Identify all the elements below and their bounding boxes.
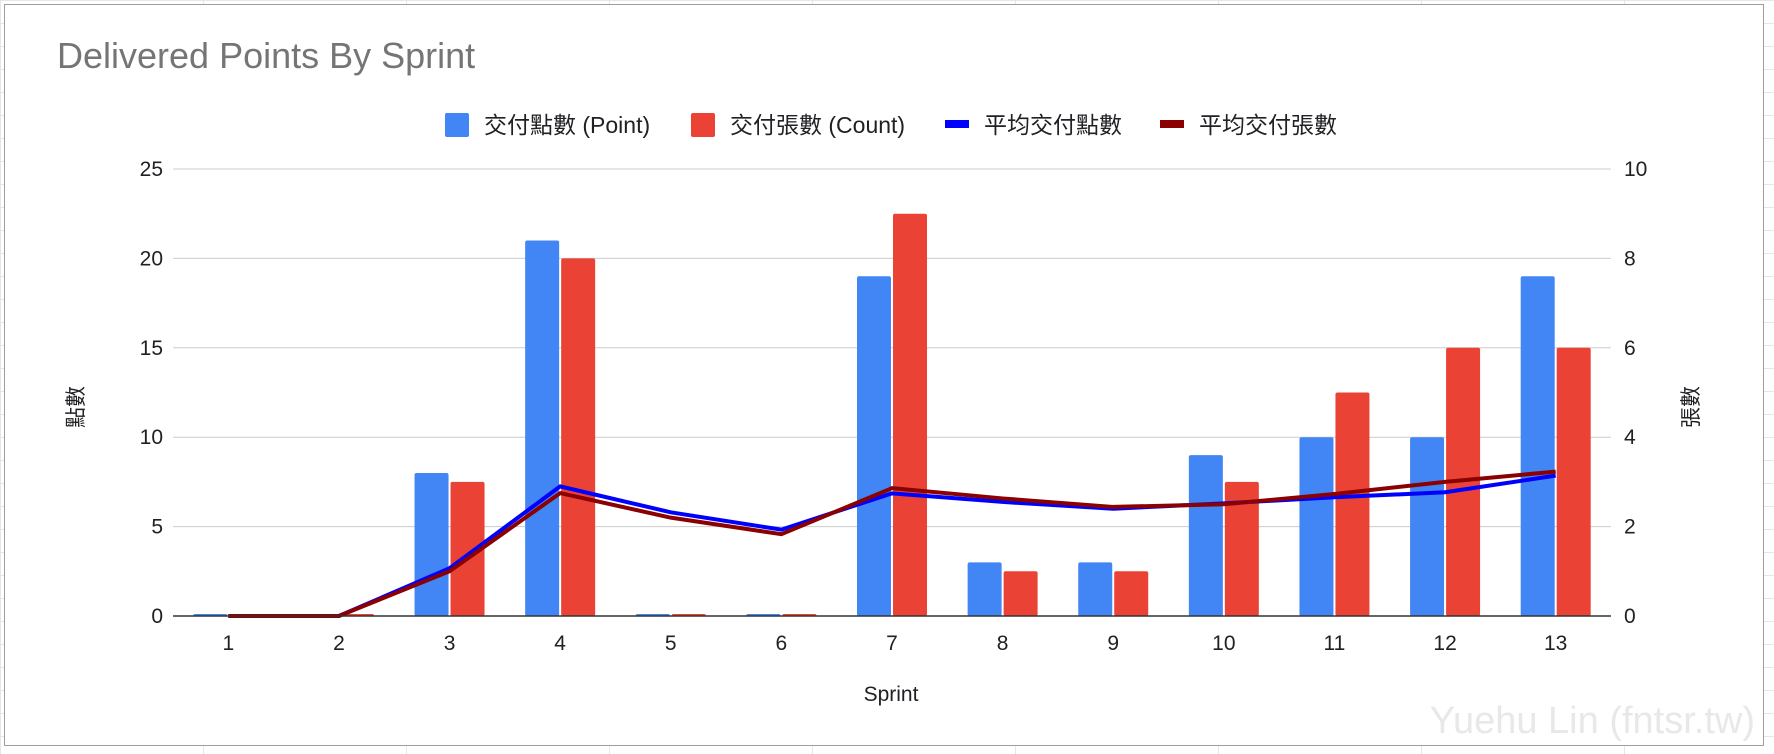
bar-count-sprint-7 (893, 213, 927, 616)
x-tick-label: 3 (444, 632, 456, 655)
y-left-tick-label: 5 (151, 516, 163, 539)
y-axis-left-ticks: 0 5 10 15 20 25 (140, 158, 163, 628)
y-left-tick-label: 0 (151, 605, 163, 628)
y-right-tick-label: 0 (1624, 605, 1636, 628)
bar-count-sprint-8 (1003, 571, 1038, 616)
x-tick-label: 10 (1212, 632, 1235, 655)
bar-point-sprint-12 (1410, 437, 1445, 616)
legend-swatch (691, 113, 715, 137)
bar-count-sprint-9 (1114, 571, 1149, 616)
y-left-tick-label: 25 (140, 158, 163, 181)
bar-point-sprint-11 (1299, 437, 1334, 616)
bar-point-sprint-7 (857, 276, 891, 616)
x-tick-label: 1 (222, 632, 234, 655)
gridlines (173, 168, 1611, 528)
x-tick-label: 8 (997, 632, 1009, 655)
x-tick-label: 6 (776, 632, 788, 655)
bar-count-sprint-11 (1335, 392, 1370, 616)
y-axis-right-ticks: 0 2 4 6 8 10 (1624, 158, 1647, 628)
line-series-2 (228, 473, 1556, 618)
bar-point-sprint-10 (1188, 455, 1223, 616)
legend: 交付點數 (Point) 交付張數 (Count) 平均交付點數 平均交付張數 (445, 112, 1337, 138)
legend-swatch (1160, 120, 1184, 128)
lines (228, 469, 1556, 618)
y-right-tick-label: 8 (1624, 247, 1636, 270)
chart-title: Delivered Points By Sprint (57, 35, 475, 76)
bar-count-sprint-3 (450, 481, 485, 616)
x-tick-label: 13 (1544, 632, 1567, 655)
bar-point-sprint-13 (1520, 276, 1555, 616)
x-axis-ticks: 1 2 3 4 5 6 7 8 9 10 11 12 13 (222, 632, 1567, 655)
legend-swatch (945, 120, 969, 128)
bar-point-sprint-9 (1078, 562, 1113, 616)
y-left-tick-label: 15 (140, 337, 163, 360)
legend-label: 平均交付點數 (984, 112, 1122, 138)
y-right-tick-label: 2 (1624, 516, 1636, 539)
watermark-text: Yuehu Lin (fntsr.tw) (1430, 700, 1755, 742)
bar-point-sprint-3 (414, 472, 449, 616)
x-tick-label: 12 (1433, 632, 1456, 655)
x-tick-label: 9 (1107, 632, 1119, 655)
legend-label: 交付點數 (Point) (484, 112, 650, 138)
bars (193, 213, 1591, 616)
legend-swatch (445, 113, 469, 137)
legend-label: 平均交付張數 (1199, 112, 1337, 138)
y-right-tick-label: 6 (1624, 337, 1636, 360)
bar-count-sprint-13 (1556, 347, 1591, 616)
chart-svg: Delivered Points By Sprint 交付點數 (Point) 交… (57, 35, 1755, 742)
bar-point-sprint-4 (525, 240, 560, 616)
x-tick-label: 7 (886, 632, 898, 655)
chart-container: Delivered Points By Sprint 交付點數 (Point) 交… (4, 4, 1764, 746)
legend-label: 交付張數 (Count) (730, 112, 905, 138)
y-left-tick-label: 10 (140, 426, 163, 449)
y-right-tick-label: 10 (1624, 158, 1647, 181)
y-left-tick-label: 20 (140, 247, 163, 270)
x-axis-title: Sprint (864, 683, 919, 706)
bar-count-sprint-4 (561, 258, 596, 616)
line-series-3 (228, 469, 1556, 618)
y-axis-right-title: 張數 (1680, 386, 1703, 428)
x-tick-label: 4 (554, 632, 566, 655)
x-tick-label: 5 (665, 632, 677, 655)
x-tick-label: 11 (1324, 632, 1346, 655)
x-tick-label: 2 (333, 632, 345, 655)
y-right-tick-label: 4 (1624, 426, 1636, 449)
bar-point-sprint-8 (967, 562, 1002, 616)
y-axis-left-title: 點數 (65, 386, 88, 428)
bar-count-sprint-10 (1224, 481, 1259, 616)
